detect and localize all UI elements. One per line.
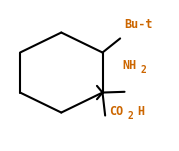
Text: CO: CO [109,105,123,118]
Text: 2: 2 [141,65,147,75]
Text: H: H [137,105,144,118]
Text: Bu-t: Bu-t [124,18,152,31]
Text: NH: NH [122,59,136,72]
Text: 2: 2 [128,111,134,121]
